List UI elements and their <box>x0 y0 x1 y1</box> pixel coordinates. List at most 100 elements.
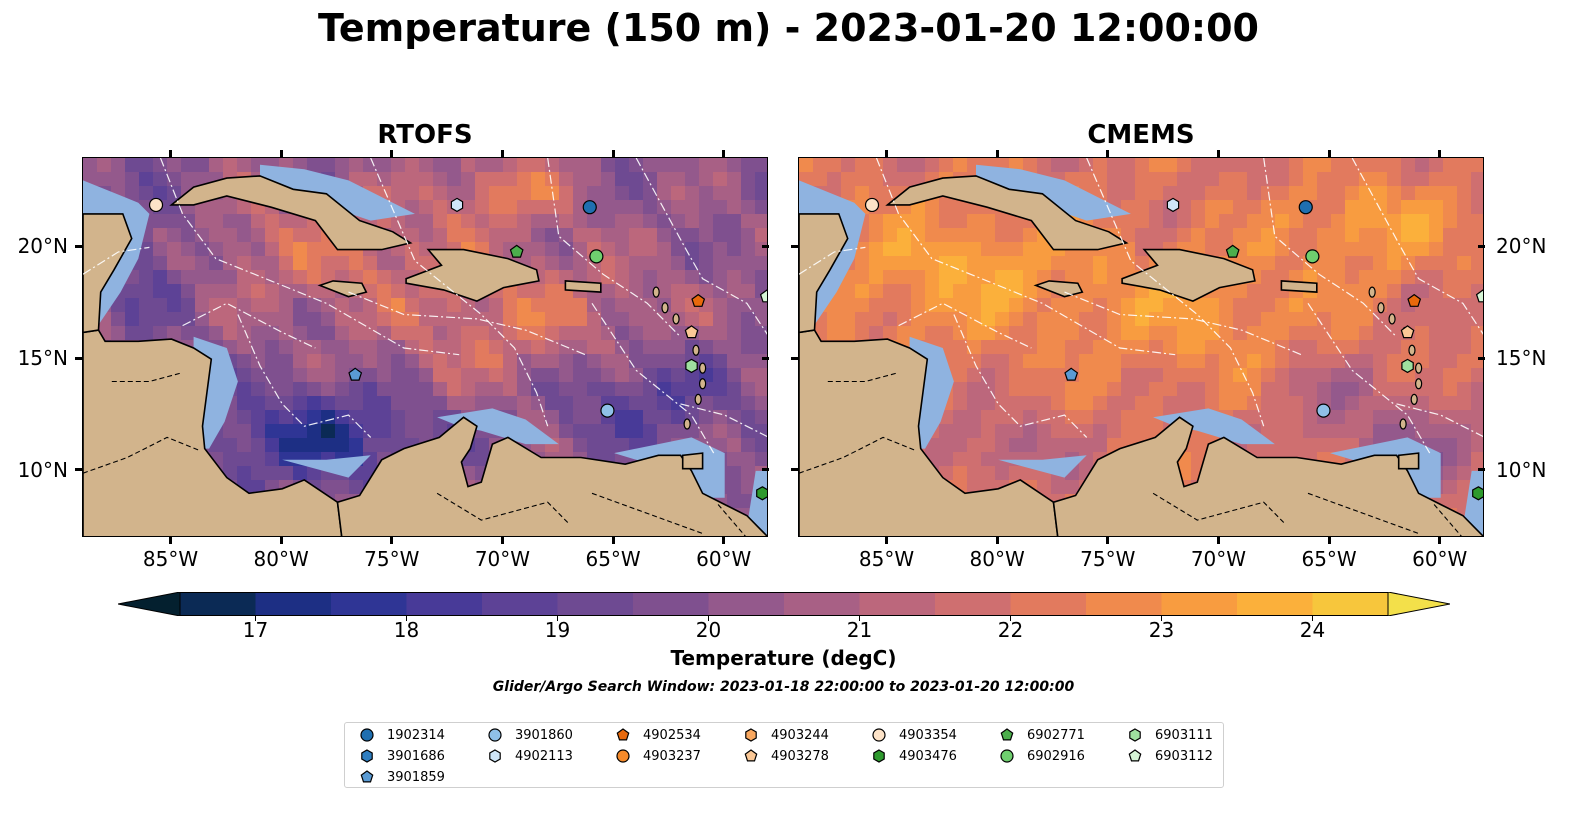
legend-item-4902113: 4902113 <box>487 747 573 765</box>
float-marker-6902916 <box>1305 249 1320 264</box>
longitude-tick-label: 85°W <box>142 547 199 571</box>
longitude-tick-mark <box>390 150 394 157</box>
country-border <box>111 372 183 383</box>
float-marker-6903112 <box>1475 289 1483 303</box>
legend-marker-circle-icon <box>616 749 630 763</box>
colorbar-tick-mark <box>557 616 558 621</box>
legend-marker-hexagon-icon <box>1129 728 1141 742</box>
shallow-shelf <box>976 164 1131 221</box>
legend-marker-shape <box>616 728 630 741</box>
float-marker-1902314 <box>582 200 597 215</box>
float-marker-4902534 <box>691 293 706 307</box>
country-border <box>827 372 899 383</box>
legend-marker-shape <box>1000 749 1014 763</box>
shallow-shelf <box>437 408 559 445</box>
longitude-tick-mark <box>722 537 726 544</box>
eez-boundary <box>83 246 150 275</box>
land-trinidad <box>681 452 704 470</box>
colorbar-tick-mark <box>708 616 709 621</box>
float-marker-4902113 <box>1166 197 1180 213</box>
island <box>1408 344 1416 356</box>
land-jamaica <box>317 280 368 298</box>
float-marker-6903111 <box>685 358 698 374</box>
land-cuba <box>169 175 413 251</box>
longitude-tick-mark <box>279 150 283 157</box>
longitude-tick-label: 60°W <box>696 547 752 571</box>
map-cmems <box>798 157 1484 537</box>
country-border <box>1307 492 1419 535</box>
land-hispaniola <box>1121 248 1256 302</box>
latitude-tick-mark <box>791 244 798 248</box>
colorbar-tick-label: 22 <box>997 618 1024 642</box>
island <box>699 378 707 390</box>
latitude-tick-mark <box>791 468 798 472</box>
latitude-tick-label: 15°N <box>1496 346 1547 371</box>
latitude-tick-label: 15°N <box>17 346 68 371</box>
colorbar-band <box>784 592 861 616</box>
latitude-tick-mark <box>75 356 82 360</box>
legend-marker-shape <box>616 749 630 763</box>
colorbar-band <box>180 592 257 616</box>
colorbar-tick-mark <box>406 616 407 621</box>
legend-marker-shape <box>873 749 885 763</box>
land-trinidad <box>1397 452 1420 470</box>
colorbar-tick-label: 17 <box>242 618 269 642</box>
legend-label: 4902113 <box>515 748 573 764</box>
legend-marker-shape <box>1128 749 1142 762</box>
latitude-tick-mark <box>75 244 82 248</box>
colorbar-band <box>255 592 332 616</box>
island <box>1377 302 1385 314</box>
map-cmems-svg <box>799 158 1483 536</box>
colorbar-band <box>1086 592 1163 616</box>
float-marker-4903354 <box>864 197 880 213</box>
latitude-tick-mark <box>762 356 769 360</box>
colorbar <box>118 592 1450 616</box>
legend-marker-hexagon-icon <box>873 749 885 763</box>
legend-marker-hexagon-icon <box>745 728 757 742</box>
legend-marker-shape <box>489 749 501 763</box>
float-marker-6902771 <box>1225 244 1240 258</box>
latitude-tick-mark <box>1478 468 1485 472</box>
shallow-shelf <box>282 455 371 478</box>
land-southam <box>336 416 767 536</box>
island <box>1415 378 1423 390</box>
legend-label: 6903111 <box>1155 727 1213 743</box>
island <box>699 362 707 374</box>
colorbar-tick-mark <box>1161 616 1162 621</box>
island <box>1399 418 1407 430</box>
float-marker-6902771 <box>509 244 524 258</box>
legend-item-6903112: 6903112 <box>1127 747 1213 765</box>
colorbar-band <box>935 592 1012 616</box>
legend-item-4903237: 4903237 <box>615 747 701 765</box>
eez-boundary <box>1307 302 1431 454</box>
island <box>1388 313 1396 325</box>
float-marker-4902534 <box>1407 293 1422 307</box>
float-marker-4902113 <box>450 197 464 213</box>
country-border <box>591 492 703 535</box>
float-marker-6902916 <box>589 249 604 264</box>
legend-marker-circle-icon <box>872 728 886 742</box>
float-marker-3901859 <box>348 367 363 381</box>
longitude-tick-mark <box>995 150 999 157</box>
float-marker-4903476 <box>756 486 767 501</box>
legend-label: 4903244 <box>771 727 829 743</box>
eez-boundary <box>547 158 681 338</box>
float-marker-6903111 <box>1401 358 1414 374</box>
eez-boundary <box>591 302 715 454</box>
legend-label: 4903237 <box>643 748 701 764</box>
longitude-tick-label: 80°W <box>969 547 1025 571</box>
shallow-shelf <box>998 455 1087 478</box>
colorbar-label: Temperature (degC) <box>670 646 897 670</box>
colorbar-tick-label: 21 <box>846 618 873 642</box>
legend-marker-shape <box>744 749 758 762</box>
float-marker-4903278 <box>1400 325 1415 339</box>
land-jamaica <box>1033 280 1084 298</box>
longitude-tick-label: 70°W <box>1190 547 1247 571</box>
legend-item-4902534: 4902534 <box>615 726 701 744</box>
legend-item-4903354: 4903354 <box>871 726 957 744</box>
colorbar-band <box>406 592 483 616</box>
colorbar-extend-high <box>1387 592 1450 616</box>
legend-marker-shape <box>872 728 886 742</box>
colorbar-band <box>1161 592 1238 616</box>
legend-marker-shape <box>1000 728 1014 741</box>
